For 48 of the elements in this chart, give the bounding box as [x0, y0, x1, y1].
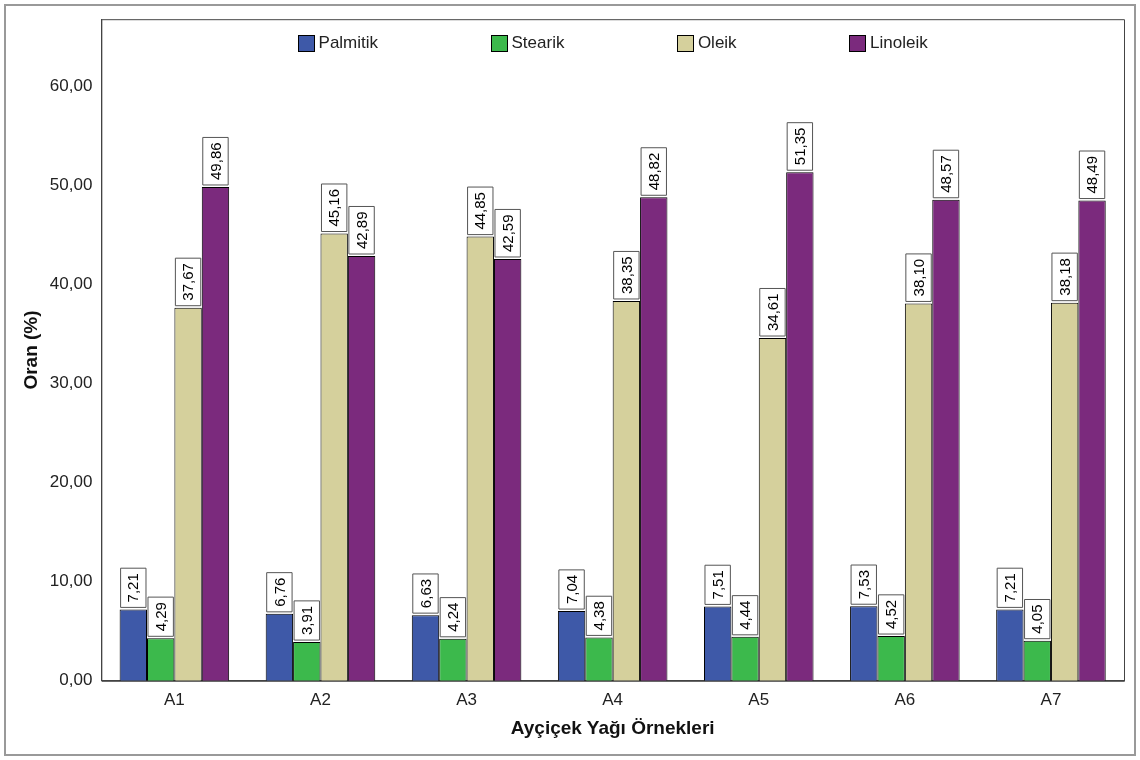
y-tick-label: 40,00 [49, 274, 93, 294]
data-label: 4,29 [151, 602, 169, 632]
legend-label: Palmitik [318, 33, 379, 54]
data-label: 45,16 [325, 188, 343, 227]
y-tick-label: 50,00 [49, 175, 93, 195]
data-label: 4,05 [1028, 604, 1046, 634]
x-tick-label: A3 [456, 689, 477, 709]
data-label: 6,76 [270, 577, 288, 607]
data-label: 42,89 [352, 211, 370, 250]
data-label: 4,44 [736, 600, 754, 630]
data-label: 44,85 [471, 192, 489, 230]
data-label: 4,52 [882, 599, 900, 630]
data-label: 34,61 [763, 293, 781, 332]
legend-label: Oleik [697, 33, 737, 54]
legend-label: Stearik [511, 33, 565, 54]
data-label: 7,04 [562, 574, 580, 605]
data-label: 7,21 [124, 573, 142, 603]
data-label: 48,82 [644, 152, 662, 191]
data-label: 7,51 [708, 570, 726, 600]
x-tick-label: A6 [894, 689, 916, 709]
data-label: 3,91 [297, 605, 315, 636]
x-tick-label: A2 [310, 689, 331, 709]
x-tick-label: A4 [602, 689, 624, 709]
y-tick-label: 20,00 [49, 472, 93, 492]
data-label: 48,57 [937, 155, 955, 193]
data-label: 7,21 [1001, 573, 1018, 603]
x-tick-label: A7 [1040, 689, 1062, 709]
x-axis-title: Ayçiçek Yağı Örnekleri [510, 716, 715, 738]
data-label: 4,24 [444, 602, 462, 632]
data-label: 38,18 [1055, 258, 1073, 296]
y-tick-label: 60,00 [49, 76, 93, 96]
data-label: 6,63 [416, 578, 434, 609]
data-label: 49,86 [206, 142, 224, 180]
legend-label: Linoleik [870, 33, 928, 54]
data-label: 48,49 [1083, 156, 1101, 194]
y-axis-title: Oran (%) [19, 310, 41, 390]
data-label: 51,35 [790, 127, 808, 166]
data-label: 38,10 [909, 258, 927, 297]
y-tick-label: 0,00 [59, 670, 93, 690]
x-tick-label: A1 [163, 689, 185, 709]
data-label: 37,67 [179, 263, 197, 301]
data-label: 42,59 [498, 214, 516, 252]
data-label: 38,35 [617, 256, 635, 294]
data-label: 7,53 [854, 570, 872, 600]
data-label: 4,38 [590, 601, 608, 631]
y-tick-label: 30,00 [49, 373, 93, 393]
x-tick-label: A5 [748, 689, 770, 709]
y-tick-label: 10,00 [49, 571, 93, 591]
